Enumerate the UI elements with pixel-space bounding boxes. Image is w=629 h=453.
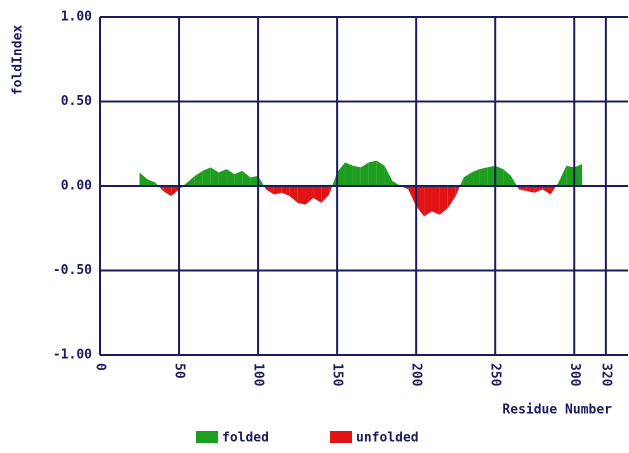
area-segment (147, 179, 156, 186)
area-segment (368, 160, 377, 186)
y-tick-label: 0.50 (61, 94, 92, 109)
legend-label: unfolded (356, 431, 419, 446)
y-tick-label: -0.50 (53, 263, 92, 278)
area-segment (463, 172, 472, 186)
area-segment (258, 175, 265, 186)
area-segment (265, 186, 274, 195)
x-tick-label: 50 (172, 363, 187, 379)
area-segment (518, 186, 527, 192)
area-segment (163, 186, 172, 197)
area-segment (550, 186, 557, 195)
area-segment (479, 167, 488, 186)
area-segment (460, 177, 464, 186)
area-segment (321, 186, 330, 203)
area-segment (542, 186, 551, 195)
x-tick-label: 320 (598, 363, 613, 387)
x-axis-title: Residue Number (502, 403, 612, 418)
area-segment (171, 186, 180, 197)
area-segment (281, 186, 290, 197)
area-segment (447, 186, 456, 208)
y-axis-title: foldIndex (11, 25, 26, 96)
area-segment (574, 164, 583, 186)
area-segment (471, 169, 480, 186)
area-segment (250, 175, 259, 186)
area-segment (376, 160, 385, 186)
area-segment (534, 186, 543, 193)
area-segment (439, 186, 448, 215)
x-tick-label: 250 (488, 363, 503, 387)
area-segment (210, 167, 219, 186)
area-segment (218, 169, 227, 186)
area-segment (345, 162, 353, 186)
x-tick-label: 0 (93, 363, 108, 371)
area-segment (305, 186, 314, 205)
area-segment (202, 167, 211, 186)
area-segment (186, 175, 195, 186)
area-segment (424, 186, 432, 217)
area-segment (234, 170, 243, 186)
x-tick-label: 150 (330, 363, 345, 387)
area-segment (503, 169, 512, 186)
area-segment (158, 186, 164, 192)
area-segment (242, 170, 251, 186)
area-segment (139, 172, 148, 186)
legend-swatch (196, 431, 218, 443)
area-segment (313, 186, 322, 203)
area-segment (384, 165, 393, 186)
y-tick-label: -1.00 (53, 348, 92, 363)
area-segment (408, 186, 417, 207)
area-segment (566, 165, 575, 186)
area-segment (226, 169, 235, 186)
x-tick-label: 300 (567, 363, 582, 387)
y-tick-label: 0.00 (61, 179, 92, 194)
x-tick-label: 200 (409, 363, 424, 387)
area-segment (455, 186, 460, 197)
area-segment (194, 170, 203, 186)
area-segment (337, 162, 346, 186)
area-segment (332, 172, 338, 186)
area-segment (329, 186, 333, 195)
area-segment (392, 180, 401, 186)
area-segment (416, 186, 425, 217)
legend-swatch (330, 431, 352, 443)
legend-label: folded (222, 431, 269, 446)
area-segment (289, 186, 298, 203)
area-segment (273, 186, 282, 195)
area-segment (511, 175, 517, 186)
area-segment (495, 165, 504, 186)
area-segment (558, 165, 567, 186)
y-tick-label: 1.00 (61, 10, 92, 25)
area-segment (487, 165, 496, 186)
area-segment (352, 165, 361, 186)
area-segment (431, 186, 440, 215)
x-tick-label: 100 (251, 363, 266, 387)
area-segment (297, 186, 306, 205)
area-segment (526, 186, 535, 193)
area-segment (360, 162, 369, 186)
